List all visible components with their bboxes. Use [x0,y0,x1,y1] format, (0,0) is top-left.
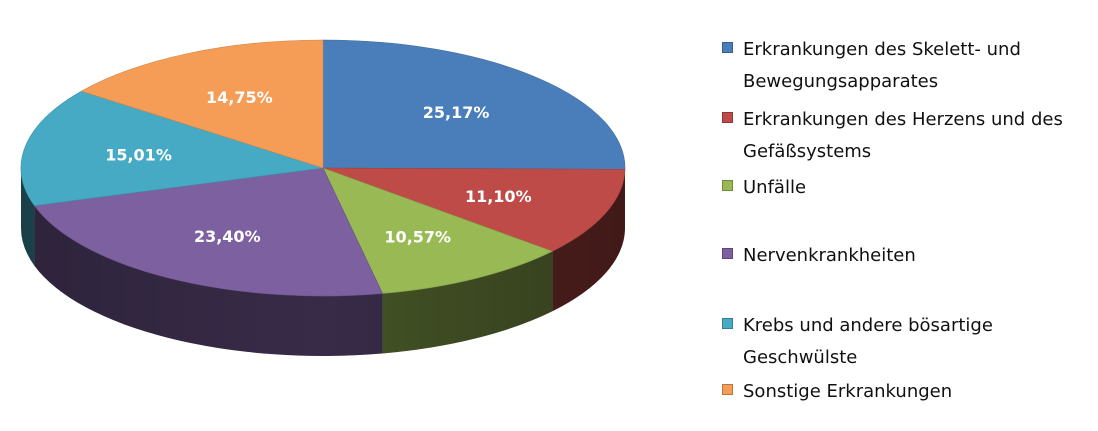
legend-swatch [722,180,733,191]
legend-swatch [722,248,733,259]
pie-slice [322,167,554,294]
legend-label: Erkrankungen des Herzens und des Gefäßsy… [743,104,1093,168]
pie-sides [21,168,625,356]
legend-label-line: Erkrankungen des Herzens und des [743,109,1063,130]
pie-slice-label: 23,40% [194,227,261,246]
legend-label: Unfälle [743,172,1093,204]
legend-label-line: Unfälle [743,177,807,198]
legend-label: Nervenkrankheiten [743,240,1093,272]
legend-swatch [722,42,733,53]
pie-slice-label: 15,01% [105,145,172,164]
legend-swatch [722,318,733,329]
pie-slice [80,39,324,169]
legend-label-line: Geschwülste [743,347,858,368]
legend-swatch [722,384,733,395]
legend-label-line: Bewegungsapparates [743,71,939,92]
pie-side-shading [21,168,625,356]
legend-label-line: Krebs und andere bösartige [743,315,993,336]
legend-label-line: Nervenkrankheiten [743,245,916,266]
legend-label: Erkrankungen des Skelett- und Bewegungsa… [743,34,1093,98]
legend-swatch [722,112,733,123]
pie-chart: 25,17% 11,10% 10,57% 23,40% 15,01% 14,75% [20,39,626,356]
legend-label: Krebs und andere bösartige Geschwülste [743,310,1093,374]
pie-slice [322,167,626,252]
pie-slice [20,90,324,207]
legend-label-line: Erkrankungen des Skelett- und [743,39,1021,60]
legend-label: Sonstige Erkrankungen [743,376,1093,408]
pie-slice-label: 10,57% [384,227,451,246]
legend-label-line: Sonstige Erkrankungen [743,381,953,402]
pie-slice [322,39,626,170]
pie-labels: 25,17% 11,10% 10,57% 23,40% 15,01% 14,75% [105,88,531,246]
pie-slice-label: 25,17% [423,103,490,122]
pie-slice [33,167,384,297]
legend-label-line: Gefäßsystems [743,141,872,162]
pie-slice-label: 14,75% [206,88,273,107]
pie-tops [20,39,626,297]
pie-slice-label: 11,10% [465,187,532,206]
